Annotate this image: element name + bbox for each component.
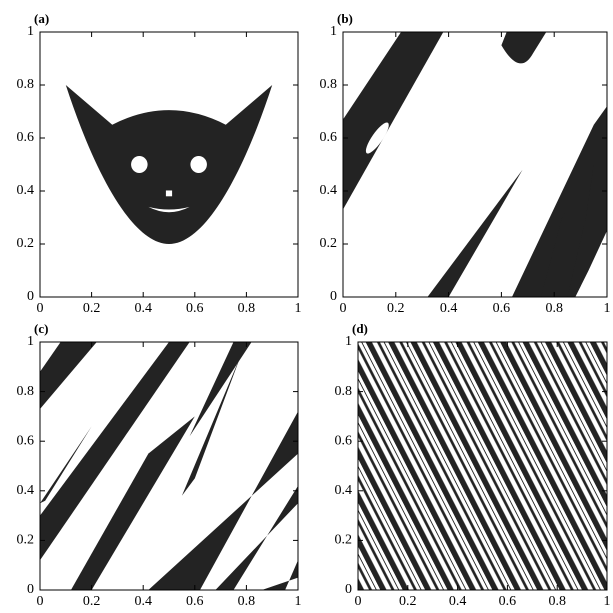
x-tick-label: 0.6 bbox=[186, 301, 204, 316]
x-tick-label: 0.4 bbox=[134, 301, 152, 316]
y-tick-label: 0.8 bbox=[17, 77, 35, 92]
x-tick-label: 0.6 bbox=[493, 301, 511, 316]
panel-label: (c) bbox=[34, 321, 48, 336]
y-tick-label: 0.8 bbox=[320, 77, 338, 92]
x-tick-label: 0.2 bbox=[83, 301, 101, 316]
x-tick-label: 0.8 bbox=[238, 301, 256, 316]
x-tick-label: 0.4 bbox=[440, 301, 458, 316]
figure: (a)00.20.40.60.8100.20.40.60.81(b)00.20.… bbox=[0, 0, 613, 613]
y-tick-label: 0.2 bbox=[17, 236, 35, 251]
y-tick-label: 0 bbox=[27, 289, 34, 304]
cat-shape bbox=[66, 85, 272, 244]
y-tick-label: 0.6 bbox=[17, 433, 35, 448]
x-tick-label: 0.4 bbox=[134, 594, 152, 609]
y-tick-label: 0.4 bbox=[17, 183, 35, 198]
x-tick-label: 0.8 bbox=[545, 301, 563, 316]
y-tick-label: 0.2 bbox=[320, 236, 338, 251]
y-tick-label: 1 bbox=[27, 24, 34, 39]
y-tick-label: 0.6 bbox=[335, 433, 353, 448]
y-tick-label: 0.6 bbox=[17, 130, 35, 145]
x-tick-label: 1 bbox=[295, 301, 302, 316]
x-tick-label: 0 bbox=[37, 594, 44, 609]
x-tick-label: 0.2 bbox=[399, 594, 417, 609]
x-tick-label: 1 bbox=[604, 594, 611, 609]
panel-label: (a) bbox=[34, 11, 49, 26]
iterate-3 bbox=[358, 342, 607, 590]
x-tick-label: 1 bbox=[295, 594, 302, 609]
y-tick-label: 1 bbox=[27, 334, 34, 349]
x-tick-label: 0.8 bbox=[548, 594, 566, 609]
y-tick-label: 0 bbox=[345, 582, 352, 597]
panel-label: (d) bbox=[352, 321, 368, 336]
x-tick-label: 0.2 bbox=[387, 301, 405, 316]
y-tick-label: 0.8 bbox=[335, 384, 353, 399]
x-tick-label: 0 bbox=[37, 301, 44, 316]
y-tick-label: 0 bbox=[330, 289, 337, 304]
x-tick-label: 0.6 bbox=[186, 594, 204, 609]
x-tick-label: 1 bbox=[604, 301, 611, 316]
x-tick-label: 0.2 bbox=[83, 594, 101, 609]
iterate-1 bbox=[343, 32, 607, 297]
y-tick-label: 1 bbox=[345, 334, 352, 349]
x-tick-label: 0.8 bbox=[238, 594, 256, 609]
y-tick-label: 0.6 bbox=[320, 130, 338, 145]
iterate-2 bbox=[40, 342, 298, 590]
y-tick-label: 1 bbox=[330, 24, 337, 39]
x-tick-label: 0 bbox=[355, 594, 362, 609]
panel-label: (b) bbox=[337, 11, 353, 26]
x-tick-label: 0.6 bbox=[499, 594, 517, 609]
y-tick-label: 0.4 bbox=[17, 483, 35, 498]
x-tick-label: 0 bbox=[340, 301, 347, 316]
y-tick-label: 0.8 bbox=[17, 384, 35, 399]
y-tick-label: 0.2 bbox=[335, 533, 353, 548]
x-tick-label: 0.4 bbox=[449, 594, 467, 609]
y-tick-label: 0 bbox=[27, 582, 34, 597]
y-tick-label: 0.4 bbox=[320, 183, 338, 198]
y-tick-label: 0.2 bbox=[17, 533, 35, 548]
y-tick-label: 0.4 bbox=[335, 483, 353, 498]
